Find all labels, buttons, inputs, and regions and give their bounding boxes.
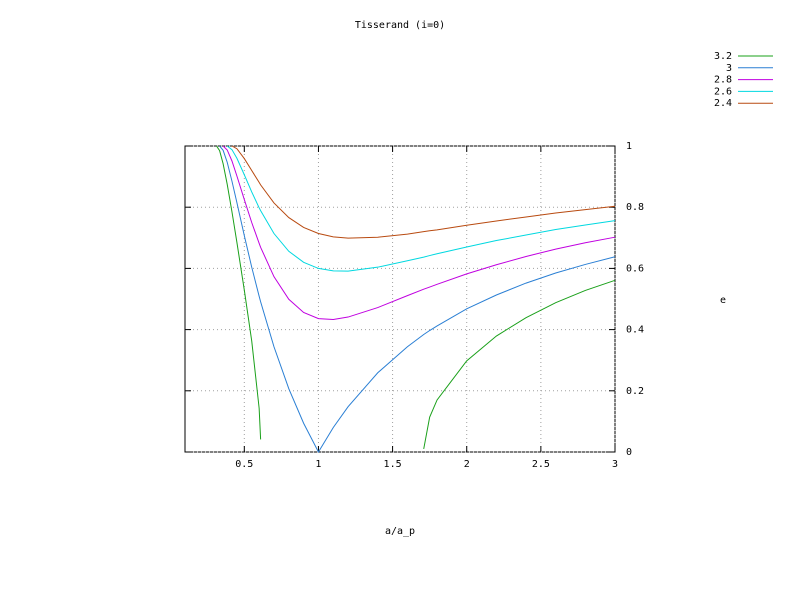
series-line: [216, 145, 616, 450]
legend-label: 2.8: [714, 75, 732, 86]
y-tick-label: 0: [626, 447, 632, 458]
x-tick-label: 1: [315, 459, 321, 470]
legend-label: 3: [726, 63, 732, 74]
series-line: [231, 145, 616, 239]
x-tick-label: 3: [612, 459, 618, 470]
y-tick-label: 0.6: [626, 263, 644, 274]
series-line: [222, 145, 616, 321]
y-tick-label: 0.8: [626, 202, 644, 213]
y-axis-label: e: [720, 295, 726, 306]
chart-title: Tisserand (i=0): [355, 20, 445, 31]
x-tick-label: 1.5: [384, 459, 402, 470]
x-tick-label: 2: [464, 459, 470, 470]
x-axis-label: a/a_p: [385, 526, 415, 537]
legend-label: 3.2: [714, 51, 732, 62]
y-tick-label: 0.4: [626, 325, 644, 336]
y-tick-label: 1: [626, 141, 632, 152]
series-line: [219, 145, 616, 454]
series-line: [226, 145, 616, 272]
legend-label: 2.4: [714, 98, 732, 109]
x-tick-label: 2.5: [532, 459, 550, 470]
x-tick-label: 0.5: [235, 459, 253, 470]
legend-label: 2.6: [714, 86, 732, 97]
y-tick-label: 0.2: [626, 386, 644, 397]
